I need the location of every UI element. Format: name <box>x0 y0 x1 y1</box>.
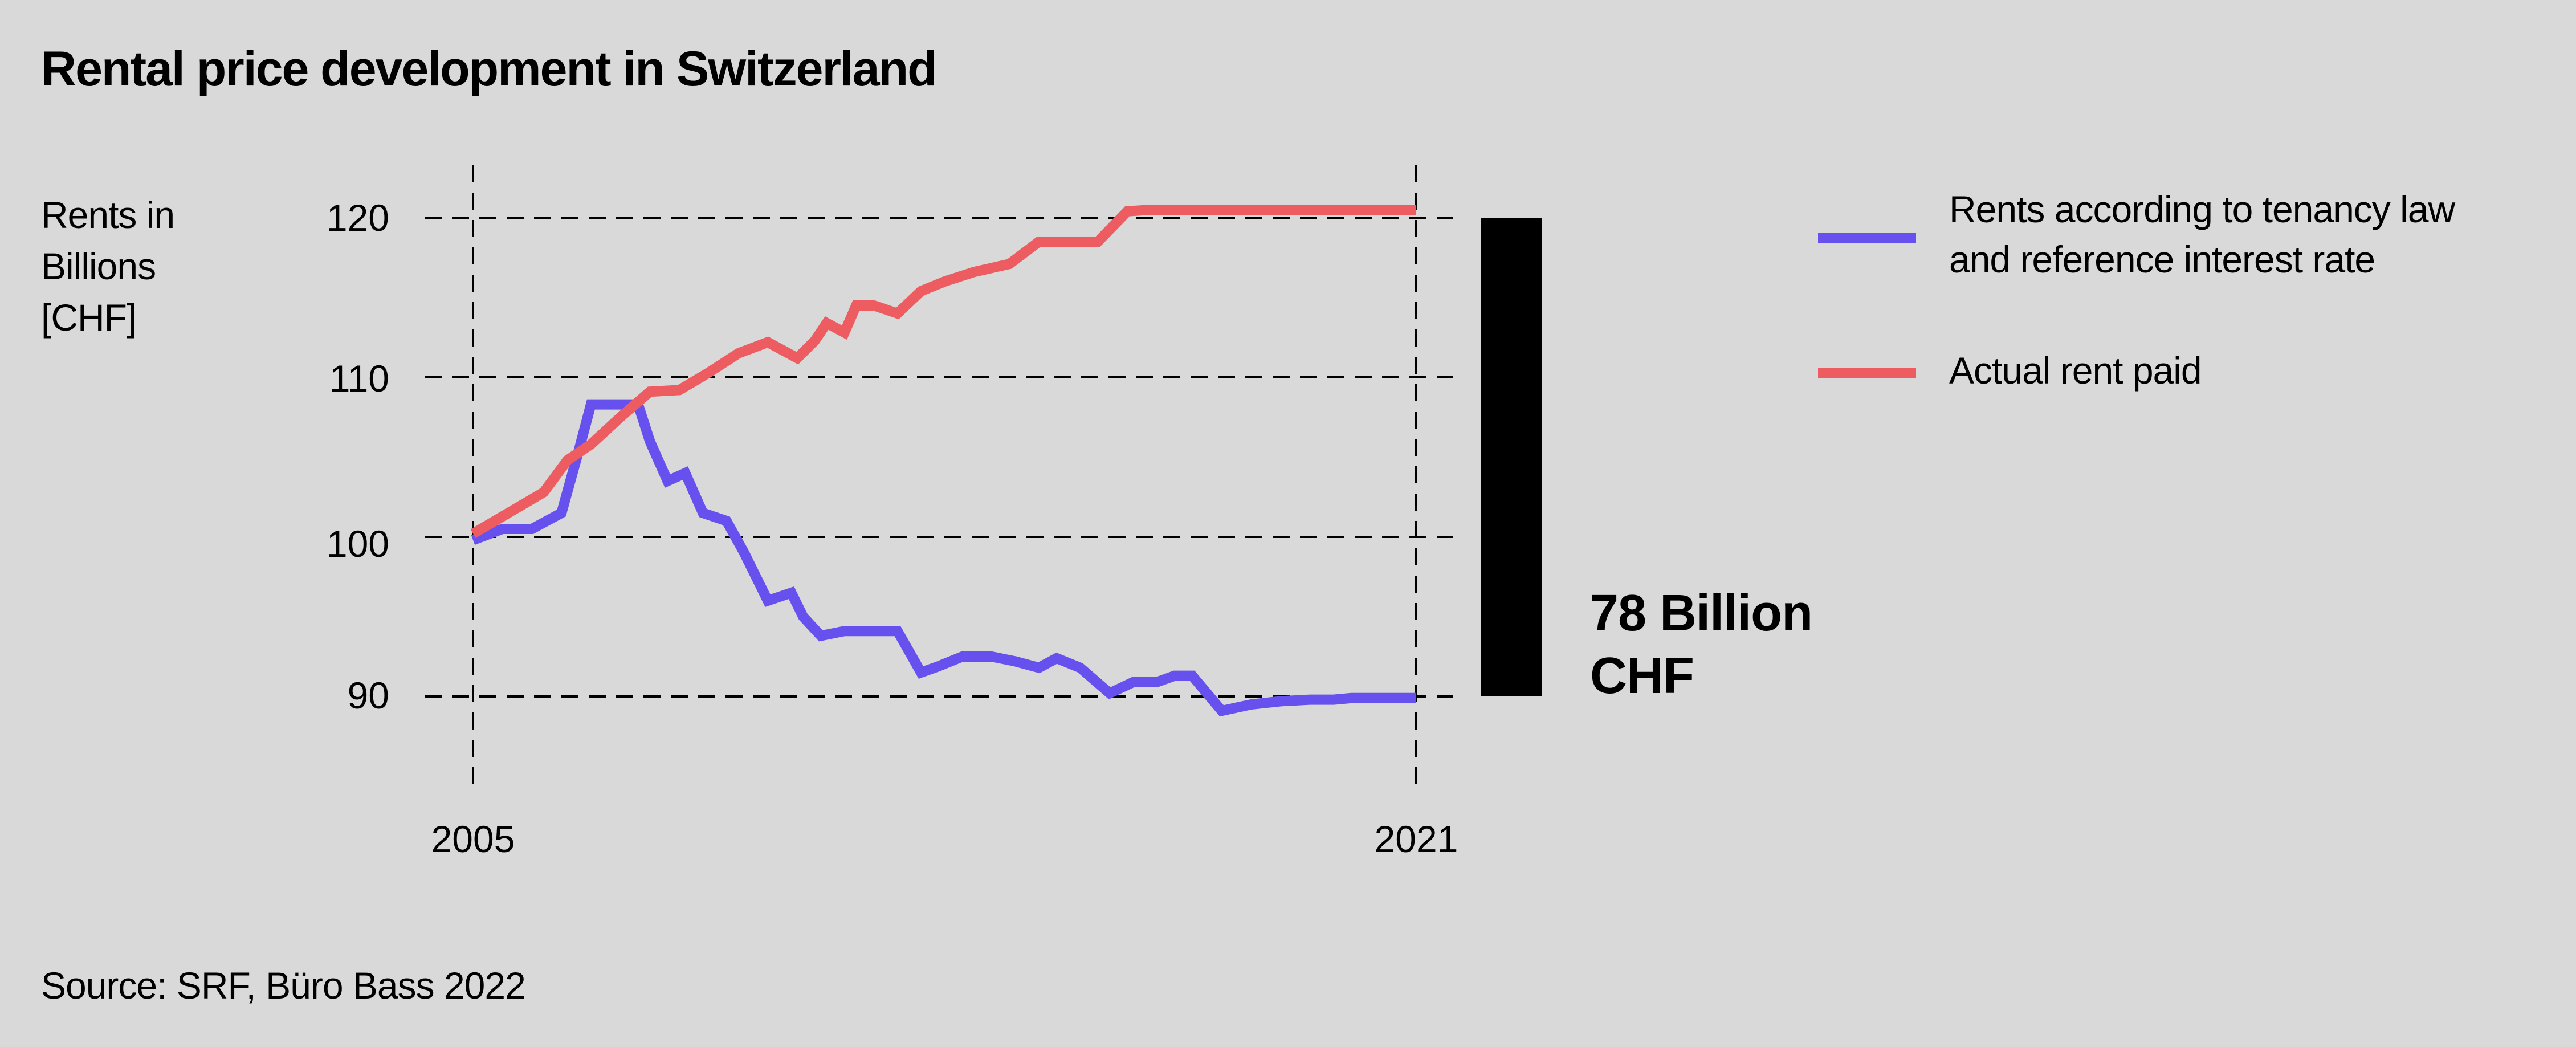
actual-rent-line <box>470 205 1416 539</box>
difference-bar <box>1481 218 1542 696</box>
series-lines <box>470 205 1416 717</box>
x-tick-label-2005: 2005 <box>431 818 515 860</box>
source-note: Source: SRF, Büro Bass 2022 <box>41 964 525 1007</box>
tenancy-law-rent-line <box>471 399 1416 717</box>
y-tick-label-100: 100 <box>327 523 389 565</box>
y-tick-label-120: 120 <box>327 197 389 239</box>
y-tick-label-110: 110 <box>329 357 389 400</box>
y-axis-label-line-1: Rents in <box>41 194 174 236</box>
y-axis-label-line-2: Billions <box>41 245 156 287</box>
legend-label-tenancy-line-1: Rents according to tenancy law <box>1949 188 2456 230</box>
y-axis-label-line-3: [CHF] <box>41 296 136 339</box>
difference-label-line-2: CHF <box>1590 647 1694 704</box>
legend-label-tenancy-line-2: and reference interest rate <box>1949 238 2375 280</box>
legend-label-actual: Actual rent paid <box>1949 349 2202 392</box>
chart-title: Rental price development in Switzerland <box>41 42 936 96</box>
x-tick-label-2021: 2021 <box>1375 818 1458 860</box>
y-tick-label-90: 90 <box>348 674 389 716</box>
difference-label-line-1: 78 Billion <box>1590 585 1812 642</box>
